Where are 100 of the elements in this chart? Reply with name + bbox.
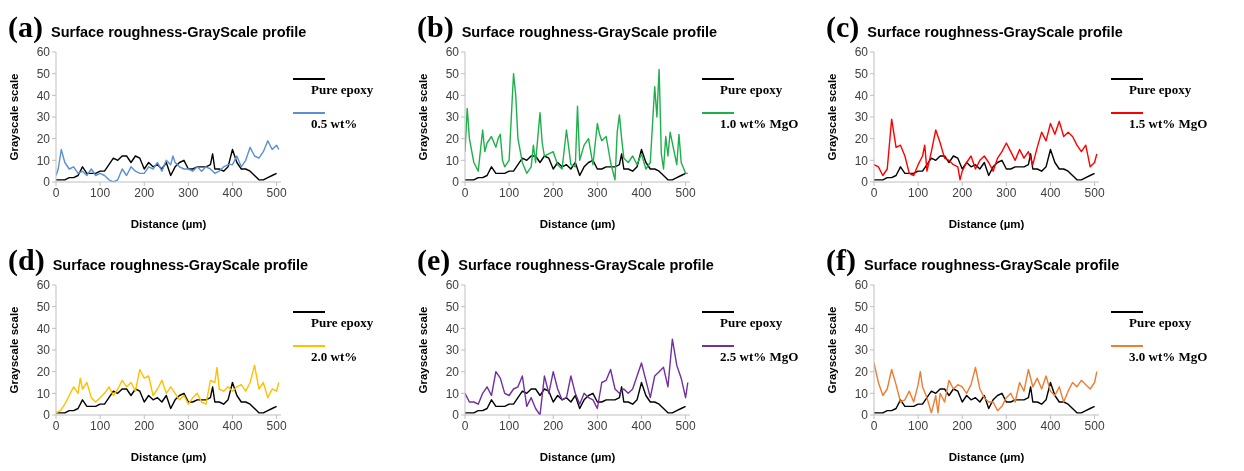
y-tick-label: 10 <box>854 153 869 168</box>
y-tick-label: 50 <box>36 299 51 314</box>
chart-title: Surface roughness-GrayScale profile <box>50 24 307 40</box>
y-tick-label: 60 <box>445 278 460 293</box>
y-tick-label: 0 <box>452 175 460 190</box>
y-axis-title: Grayscale scale <box>8 306 21 394</box>
y-tick-label: 10 <box>36 386 51 401</box>
line-series <box>465 148 687 181</box>
x-tick-label: 400 <box>631 185 652 200</box>
x-tick-label: 100 <box>908 418 929 433</box>
y-tick-label: 30 <box>36 110 51 125</box>
y-tick-label: 0 <box>43 408 51 423</box>
line-series <box>56 381 278 414</box>
legend-label: Pure epoxy <box>311 315 374 331</box>
legend-label: 3.0 wt% MgO <box>1129 349 1208 365</box>
text: (f) <box>826 243 856 277</box>
line-series <box>465 381 687 414</box>
y-tick-label: 60 <box>854 278 869 293</box>
x-tick-label: 100 <box>499 418 520 433</box>
x-axis-title: Distance (µm) <box>539 218 616 230</box>
x-tick-label: 300 <box>587 418 608 433</box>
y-tick-label: 50 <box>36 66 51 81</box>
x-tick-label: 400 <box>222 418 243 433</box>
text: (a) <box>8 10 43 44</box>
x-tick-label: 300 <box>996 185 1017 200</box>
y-tick-label: 40 <box>854 321 869 336</box>
chart-title: Surface roughness-GrayScale profile <box>867 24 1123 40</box>
y-tick-label: 50 <box>854 66 869 81</box>
y-tick-label: 20 <box>854 364 869 379</box>
y-tick-label: 0 <box>861 175 869 190</box>
x-tick-label: 100 <box>908 185 929 200</box>
chart-title: Surface roughness-GrayScale profile <box>461 24 718 40</box>
y-tick-label: 50 <box>445 66 460 81</box>
y-tick-label: 20 <box>854 131 869 146</box>
x-tick-label: 200 <box>543 185 564 200</box>
line-series <box>874 381 1096 414</box>
text: (d) <box>8 243 45 277</box>
y-tick-label: 0 <box>43 175 51 190</box>
x-tick-label: 500 <box>266 185 287 200</box>
x-tick-label: 100 <box>90 185 111 200</box>
line-series <box>56 148 278 181</box>
y-tick-label: 10 <box>36 153 51 168</box>
x-tick-label: 100 <box>90 418 111 433</box>
y-axis-title: Grayscale scale <box>417 73 430 161</box>
line-series <box>874 148 1096 181</box>
y-axis-title: Grayscale scale <box>8 73 21 161</box>
x-tick-label: 400 <box>1040 418 1061 433</box>
x-tick-label: 500 <box>1084 185 1105 200</box>
y-tick-label: 50 <box>854 299 869 314</box>
chart-title: Surface roughness-GrayScale profile <box>458 257 714 273</box>
legend-label: 1.0 wt% MgO <box>720 116 799 132</box>
y-tick-label: 10 <box>854 386 869 401</box>
x-axis-title: Distance (µm) <box>948 218 1025 230</box>
x-tick-label: 200 <box>543 418 564 433</box>
y-tick-label: 60 <box>854 45 869 60</box>
y-tick-label: 20 <box>36 364 51 379</box>
y-axis-title: Grayscale scale <box>826 73 839 161</box>
x-tick-label: 200 <box>952 185 973 200</box>
y-tick-label: 40 <box>854 88 869 103</box>
text: (b) <box>417 10 454 44</box>
x-tick-label: 200 <box>952 418 973 433</box>
x-tick-label: 300 <box>996 418 1017 433</box>
x-tick-label: 500 <box>675 185 696 200</box>
x-tick-label: 400 <box>631 418 652 433</box>
x-tick-label: 100 <box>499 185 520 200</box>
x-axis-title: Distance (µm) <box>130 451 207 463</box>
legend-label: Pure epoxy <box>311 82 374 98</box>
legend-label: 2.0 wt% <box>311 349 359 365</box>
x-axis-title: Distance (µm) <box>539 451 616 463</box>
legend-label: 1.5 wt% MgO <box>1129 116 1208 132</box>
x-tick-label: 200 <box>134 185 155 200</box>
y-tick-label: 20 <box>445 131 460 146</box>
y-tick-label: 40 <box>36 321 51 336</box>
y-tick-label: 30 <box>36 343 51 358</box>
legend-label: Pure epoxy <box>720 82 784 98</box>
chart-title: Surface roughness-GrayScale profile <box>52 257 309 273</box>
x-tick-label: 300 <box>587 185 608 200</box>
y-tick-label: 60 <box>36 45 51 60</box>
legend-label: Pure epoxy <box>1129 82 1193 98</box>
text: (e) <box>417 243 451 277</box>
y-tick-label: 50 <box>445 299 460 314</box>
legend-label: Pure epoxy <box>720 315 784 331</box>
y-tick-label: 40 <box>445 321 460 336</box>
x-tick-label: 300 <box>178 418 199 433</box>
x-tick-label: 400 <box>222 185 243 200</box>
y-tick-label: 30 <box>445 110 460 125</box>
legend-label: 0.5 wt% <box>311 116 359 132</box>
y-axis-title: Grayscale scale <box>826 306 839 394</box>
x-tick-label: 500 <box>266 418 287 433</box>
legend-label: 2.5 wt% MgO <box>720 349 799 365</box>
y-tick-label: 60 <box>36 278 51 293</box>
y-tick-label: 0 <box>861 408 869 423</box>
y-tick-label: 30 <box>445 343 460 358</box>
chart-title: Surface roughness-GrayScale profile <box>863 257 1120 273</box>
y-tick-label: 10 <box>445 386 460 401</box>
y-tick-label: 30 <box>854 343 869 358</box>
y-tick-label: 40 <box>36 88 51 103</box>
y-tick-label: 10 <box>445 153 460 168</box>
x-axis-title: Distance (µm) <box>130 218 207 230</box>
y-tick-label: 20 <box>36 131 51 146</box>
